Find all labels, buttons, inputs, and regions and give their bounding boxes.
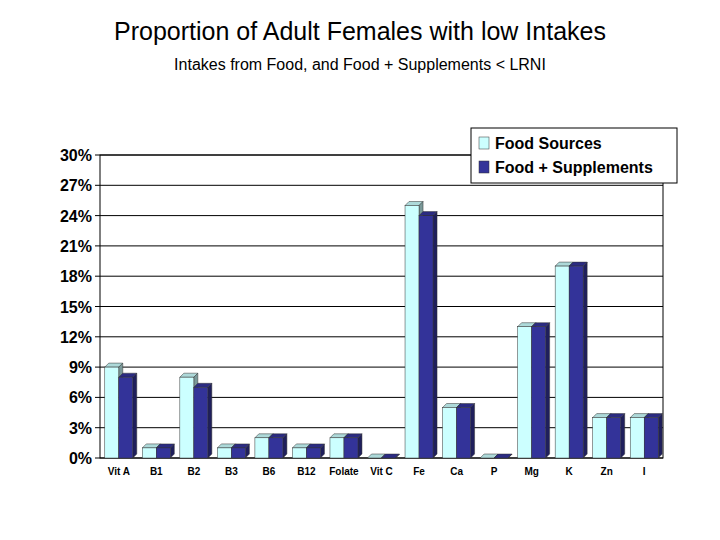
bar [292, 448, 306, 458]
grid-line [100, 215, 663, 216]
bar-side [658, 414, 662, 458]
bar-side [546, 323, 550, 458]
bar [607, 418, 621, 458]
bar [494, 458, 508, 459]
x-tick-label: B1 [150, 466, 163, 477]
bar-side [358, 434, 362, 458]
legend-swatch [479, 161, 489, 173]
x-tick-label: K [566, 466, 574, 477]
legend: Food Sources Food + Supplements [471, 128, 677, 183]
tick-mark [95, 306, 100, 307]
y-tick-label: 3% [69, 420, 92, 437]
bar-side [396, 454, 400, 458]
bar [630, 418, 644, 458]
x-tick-label: B2 [187, 466, 200, 477]
tick-mark [95, 427, 100, 428]
bar [443, 408, 457, 459]
bar-side [320, 444, 324, 458]
y-tick-label: 6% [69, 389, 92, 406]
bar-side [133, 373, 137, 458]
x-tick-label: Vit A [108, 466, 130, 477]
y-tick-label: 27% [60, 177, 92, 194]
bar [532, 327, 546, 458]
x-tick-label: B6 [263, 466, 276, 477]
legend-label: Food + Supplements [495, 159, 653, 176]
bar [306, 448, 320, 458]
x-tick-label: Fe [413, 466, 425, 477]
bar [180, 377, 194, 458]
bar-side [170, 444, 174, 458]
bar [644, 418, 658, 458]
title: Proportion of Adult Females with low Int… [114, 17, 606, 45]
tick-mark [95, 336, 100, 337]
bar [269, 438, 283, 458]
bar [382, 458, 396, 459]
bar [457, 408, 471, 459]
tick-mark [95, 215, 100, 216]
x-tick-label: Vit C [370, 466, 393, 477]
chart: Proportion of Adult Females with low Int… [0, 0, 720, 540]
grid-line [100, 185, 663, 186]
y-tick-label: 21% [60, 238, 92, 255]
tick-mark [95, 155, 100, 156]
x-tick-label: Ca [450, 466, 463, 477]
bar [156, 448, 170, 458]
bar [330, 438, 344, 458]
bar [518, 327, 532, 458]
bar-side [433, 212, 437, 458]
bar [194, 387, 208, 458]
x-tick-label: B3 [225, 466, 238, 477]
bar [231, 448, 245, 458]
y-tick-label: 15% [60, 299, 92, 316]
x-tick-label: I [643, 466, 646, 477]
tick-mark [95, 397, 100, 398]
bar [569, 266, 583, 458]
x-tick-label: Zn [601, 466, 613, 477]
bar [555, 266, 569, 458]
y-tick-label: 30% [60, 147, 92, 164]
bar [480, 458, 494, 459]
tick-mark [95, 185, 100, 186]
bar-side [508, 454, 512, 458]
bar-top [494, 454, 512, 458]
y-tick-label: 18% [60, 268, 92, 285]
bar [142, 448, 156, 458]
bar [405, 206, 419, 459]
x-tick-label: P [491, 466, 498, 477]
bar [119, 377, 133, 458]
tick-mark [95, 276, 100, 277]
grid-line [100, 245, 663, 246]
bar [593, 418, 607, 458]
x-tick-label: B12 [297, 466, 316, 477]
legend-label: Food Sources [495, 135, 602, 152]
bar-side [245, 444, 249, 458]
x-tick-label: Folate [329, 466, 359, 477]
tick-mark [95, 245, 100, 246]
plot-frame [100, 155, 663, 458]
bar-top [382, 454, 400, 458]
bar [419, 216, 433, 458]
bar [105, 367, 119, 458]
bar [255, 438, 269, 458]
bar-side [208, 383, 212, 458]
legend-box [471, 128, 677, 183]
y-tick-label: 9% [69, 359, 92, 376]
y-tick-label: 0% [69, 450, 92, 467]
y-tick-label: 12% [60, 329, 92, 346]
legend-swatch [479, 137, 489, 149]
bar-side [283, 434, 287, 458]
x-tick-label: Mg [524, 466, 538, 477]
tick-mark [95, 367, 100, 368]
bar [217, 448, 231, 458]
bar [368, 458, 382, 459]
bar [344, 438, 358, 458]
subtitle: Intakes from Food, and Food + Supplement… [174, 56, 546, 73]
bars [105, 202, 662, 459]
bar-side [583, 262, 587, 458]
bar-side [621, 414, 625, 458]
tick-mark [95, 458, 100, 459]
y-tick-label: 24% [60, 208, 92, 225]
bar-side [471, 404, 475, 459]
